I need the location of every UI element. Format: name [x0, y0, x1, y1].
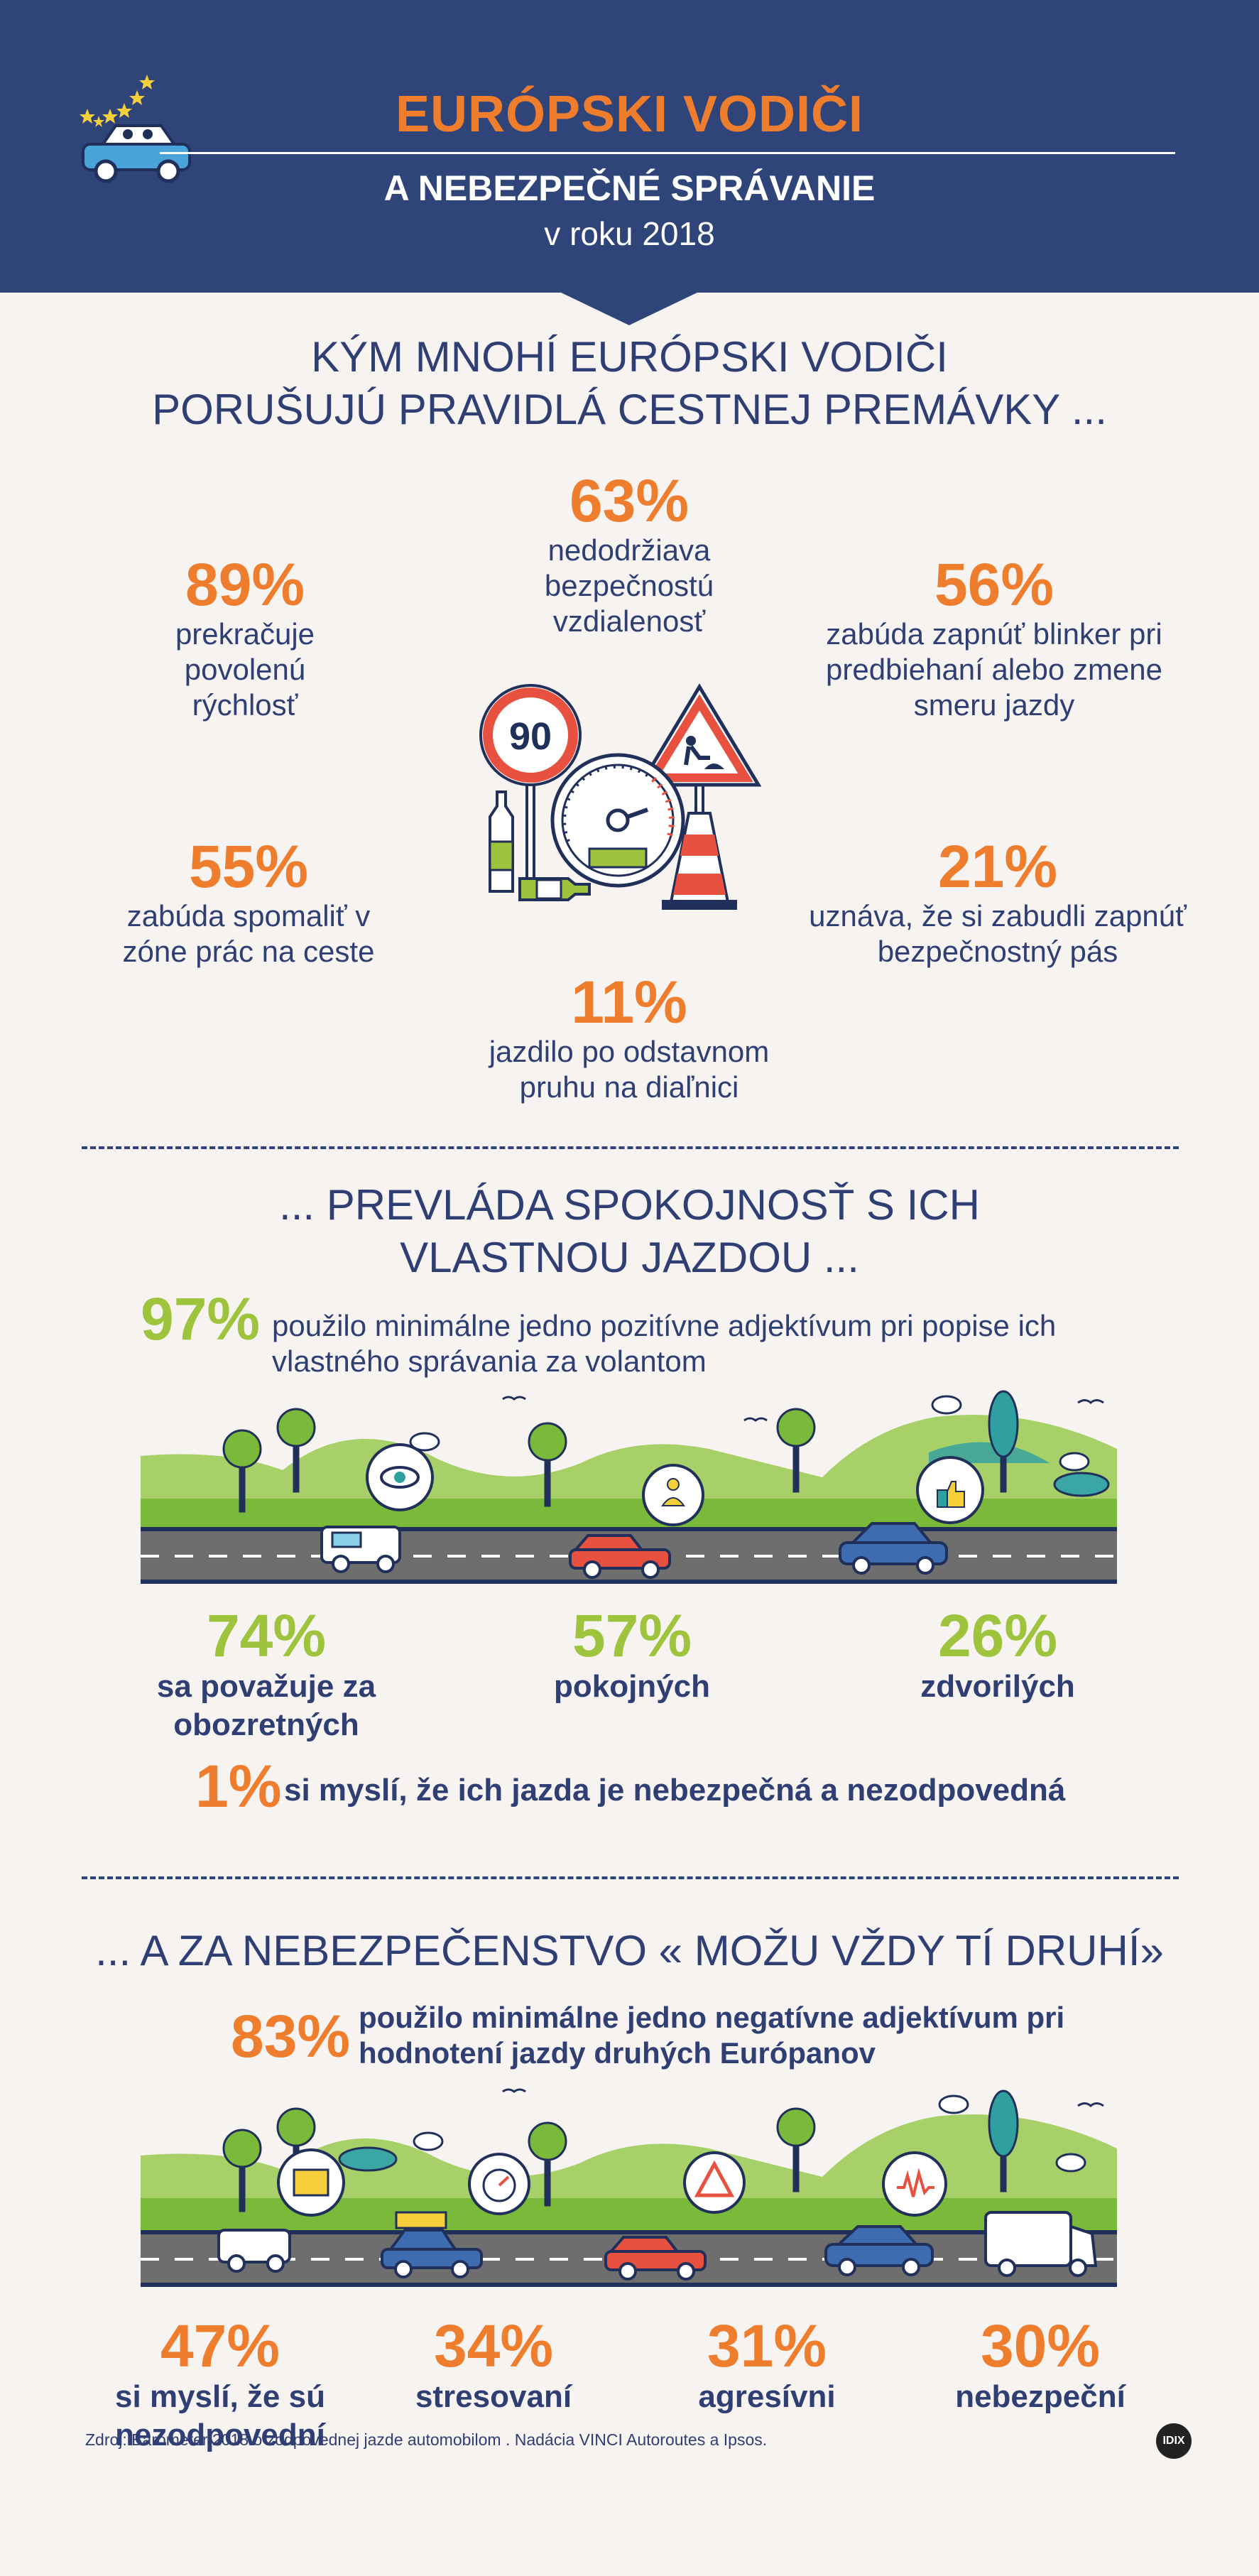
stat-label-line: jazdilo po odstavnom [489, 1035, 770, 1068]
stat-hard-shoulder: 11% jazdilo po odstavnom pruhu na diaľni… [452, 970, 807, 1105]
stat-value: 21% [937, 833, 1058, 900]
stat-label-line: vzdialenosť [552, 604, 706, 638]
stat-work-zone: 55% zabúda spomaliť v zóne prác na ceste [92, 835, 405, 969]
negative-headline-text: použilo minimálne jedno negatívne adjekt… [359, 2000, 1211, 2071]
section3-title: ... A ZA NEBEZPEČENSTVO « MOŽU VŽDY TÍ D… [95, 1927, 1164, 1974]
headline-line: hodnotení jazdy druhých Európanov [359, 2036, 876, 2070]
traffic-violations-illustration: 90 [479, 683, 762, 910]
stat-value: 26% [937, 1602, 1058, 1669]
stat-safe-distance: 63% nedodržiava bezpečnostú vzdialenosť [466, 469, 792, 639]
stat-dangerous: 30% nebezpeční [909, 2314, 1172, 2416]
dangerous-self-text: si myslí, že ich jazda je nebezpečná a n… [284, 1773, 1066, 1808]
stat-irresponsible: 47% si myslí, že sú nezodpovední [89, 2314, 351, 2455]
landscape-positive-illustration [141, 1390, 1117, 1584]
dangerous-self-value: 1% [195, 1753, 282, 1820]
stat-label-line: pruhu na diaľnici [519, 1070, 739, 1104]
stat-seatbelt: 21% uznáva, že si zabudli zapnúť bezpečn… [770, 835, 1225, 969]
section-divider [82, 1146, 1179, 1149]
section1-title-line2: PORUŠUJÚ PRAVIDLÁ CESTNEJ PREMÁVKY ... [152, 386, 1107, 433]
stat-value: 63% [569, 467, 690, 534]
stat-label-line: agresívni [698, 2379, 836, 2414]
stat-label-line: zdvorilých [920, 1669, 1075, 1704]
stat-value: 74% [206, 1602, 327, 1669]
section2-title-line1: ... PREVLÁDA SPOKOJNOSŤ S ICH [279, 1181, 980, 1229]
stat-value: 34% [433, 2313, 554, 2379]
speed-limit-value: 90 [509, 715, 552, 758]
stat-label-line: povolenú [184, 653, 306, 686]
stat-value: 30% [980, 2313, 1101, 2379]
stat-label-line: zóne prác na ceste [122, 935, 375, 968]
headline-line: použilo minimálne jedno negatívne adjekt… [359, 2001, 1065, 2034]
stat-label-line: zabúda zapnúť blinker pri [826, 617, 1162, 651]
section-divider [82, 1876, 1179, 1879]
stat-value: 57% [572, 1602, 692, 1669]
header-notch [558, 291, 700, 325]
stat-label-line: stresovaní [415, 2379, 572, 2414]
stat-label-line: nebezpeční [955, 2379, 1126, 2414]
stat-label-line: zabúda spomaliť v [126, 899, 371, 933]
landscape-negative-illustration [141, 2088, 1117, 2287]
stat-polite: 26% zdvorilých [849, 1604, 1147, 1706]
stat-value: 89% [185, 551, 305, 618]
car-with-stars-icon [80, 75, 191, 183]
page-subtitle: A NEBEZPEČNÉ SPRÁVANIE [383, 168, 876, 208]
headline-line: vlastného správania za volantom [272, 1344, 707, 1378]
section1-title-line1: KÝM MNOHÍ EURÓPSKI VODIČI [311, 333, 948, 381]
section2-title-line2: VLASTNOU JAZDOU ... [400, 1234, 859, 1281]
page-title: EURÓPSKI VODIČI [395, 86, 864, 143]
positive-headline-text: použilo minimálne jedno pozitívne adjekt… [272, 1308, 1195, 1379]
stat-label-line: rýchlosť [192, 688, 298, 722]
stat-calm: 57% pokojných [483, 1604, 781, 1706]
stat-label-line: obozretných [173, 1707, 359, 1742]
stat-aggressive: 31% agresívni [636, 2314, 898, 2416]
stat-label-line: nezodpovední [115, 2418, 325, 2452]
stat-label-line: bezpečnostú [544, 569, 714, 602]
headline-line: použilo minimálne jedno pozitívne adjekt… [272, 1309, 1057, 1342]
stat-value: 55% [188, 833, 309, 900]
source-note: Zdroj: Barometer 2018 o zodpovednej jazd… [85, 2430, 768, 2449]
stat-label-line: uznáva, že si zabudli zapnúť [809, 899, 1187, 933]
stat-label-line: smeru jazdy [913, 688, 1075, 722]
stat-stressed: 34% stresovaní [362, 2314, 625, 2416]
page-year: v roku 2018 [544, 215, 715, 252]
section1-title: KÝM MNOHÍ EURÓPSKI VODIČI PORUŠUJÚ PRAVI… [0, 331, 1259, 436]
header-banner [0, 0, 1259, 293]
title-divider [160, 152, 1175, 154]
idix-logo: IDIX [1156, 2423, 1192, 2459]
positive-headline-value: 97% [141, 1286, 261, 1352]
stat-blinker: 56% zabúda zapnúť blinker pri predbiehan… [767, 553, 1221, 723]
stat-label-line: prekračuje [175, 617, 315, 651]
stat-label-line: nedodržiava [547, 533, 711, 567]
stat-value: 56% [934, 551, 1054, 618]
stat-careful: 74% sa považuje za obozretných [114, 1604, 419, 1744]
negative-headline-value: 83% [231, 2003, 351, 2070]
stat-value: 47% [160, 2313, 280, 2379]
stat-label-line: predbiehaní alebo zmene [825, 653, 1163, 686]
stat-label-line: pokojných [553, 1669, 711, 1704]
stat-value: 11% [571, 969, 687, 1036]
stat-speeding: 89% prekračuje povolenú rýchlosť [114, 553, 376, 723]
stat-label-line: si myslí, že sú [115, 2379, 325, 2414]
section2-title: ... PREVLÁDA SPOKOJNOSŤ S ICH VLASTNOU J… [0, 1179, 1259, 1284]
stat-label-line: sa považuje za [156, 1669, 376, 1704]
stat-value: 31% [707, 2313, 827, 2379]
stat-label-line: bezpečnostný pás [877, 935, 1118, 968]
